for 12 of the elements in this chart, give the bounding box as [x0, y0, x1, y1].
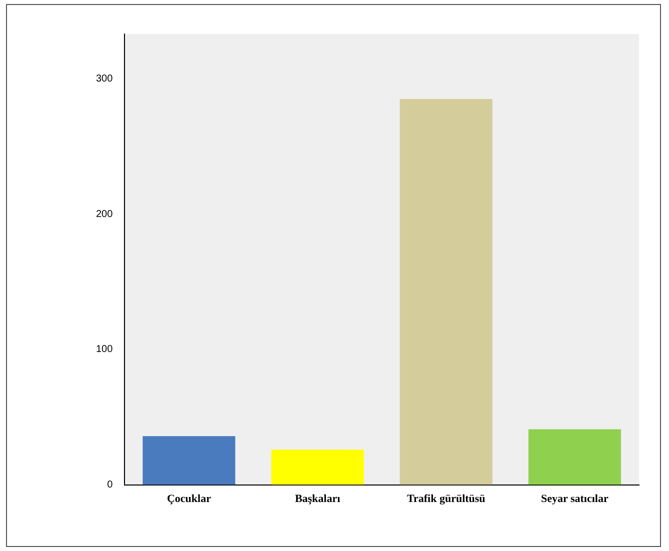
x-tick-label: Çocuklar	[166, 493, 212, 506]
bar	[142, 436, 236, 485]
x-tick-label: Seyar satıcılar	[541, 493, 608, 506]
x-tick-label: Başkaları	[294, 493, 340, 506]
bar	[528, 429, 621, 485]
x-tick-label: Trafik gürültüsü	[406, 493, 486, 506]
y-tick-label: 0	[107, 480, 114, 491]
bar	[400, 98, 492, 485]
y-tick-label: 300	[96, 73, 114, 84]
y-tick-label: 100	[96, 344, 114, 356]
y-tick-label: 200	[96, 208, 114, 220]
bar	[271, 450, 364, 485]
